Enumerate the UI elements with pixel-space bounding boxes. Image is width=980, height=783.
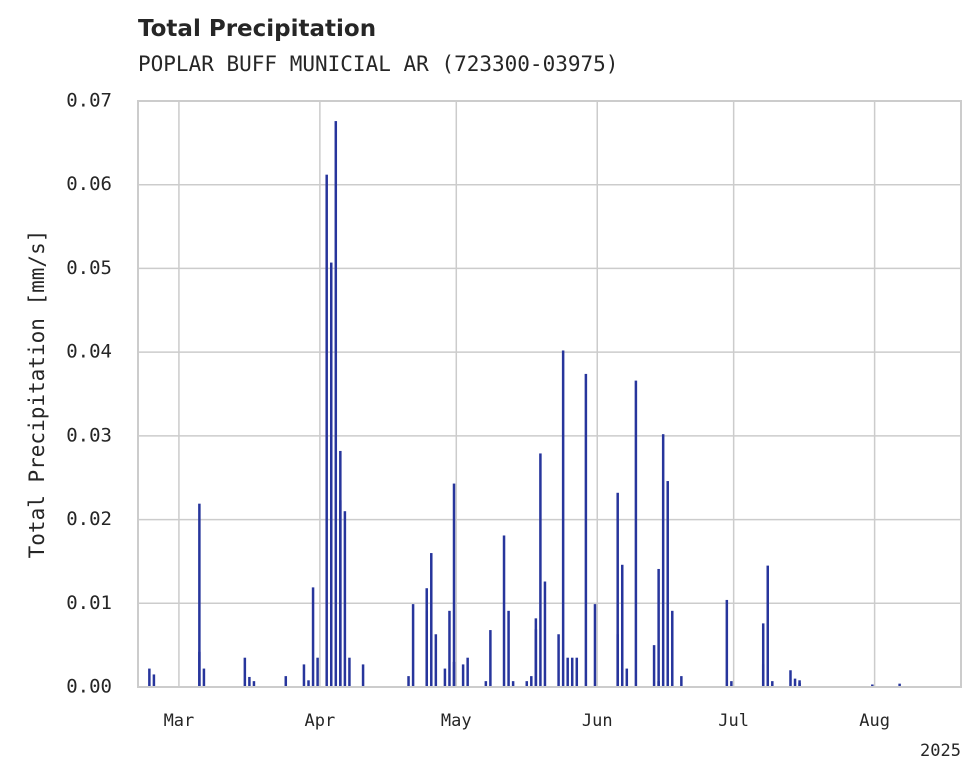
chart-title: Total Precipitation [138, 16, 377, 42]
precip-bar [434, 634, 438, 687]
precip-bar [671, 610, 674, 687]
precip-bar [325, 174, 328, 688]
precip-bar [530, 676, 533, 687]
x-axis-ticks: Mar Apr May Jun Jul Aug [164, 711, 890, 731]
precip-bar [584, 373, 588, 687]
precip-bar [539, 453, 542, 687]
precip-bar [448, 610, 451, 687]
precip-bar [489, 630, 492, 687]
precip-bar [316, 657, 319, 687]
x-tick-label: May [441, 711, 472, 731]
x-tick-label: Jun [582, 711, 613, 731]
y-tick-label: 0.01 [66, 592, 112, 614]
precip-bar [898, 683, 901, 687]
precip-bar [793, 678, 797, 687]
chart-subtitle: POPLAR BUFF MUNICIAL AR (723300-03975) [138, 52, 619, 76]
precip-bar [771, 681, 774, 687]
y-axis-label: Total Precipitation [mm/s] [25, 230, 49, 559]
precip-bar [534, 618, 538, 687]
y-tick-label: 0.04 [66, 341, 112, 363]
x-tick-label: Jul [718, 711, 749, 731]
precip-bar [466, 657, 469, 687]
grid-lines [138, 100, 961, 688]
precip-bar [361, 664, 365, 687]
precip-bar [616, 492, 619, 687]
precip-bar [730, 681, 733, 687]
bar-series [148, 121, 901, 688]
precip-bar [252, 681, 256, 687]
precip-bar [761, 623, 765, 687]
x-tick-label: Mar [164, 711, 195, 731]
precip-bar [570, 657, 574, 687]
precip-bar [243, 657, 247, 687]
precip-bar [311, 587, 315, 687]
precip-bar [484, 681, 488, 687]
precip-bar [343, 511, 347, 687]
precip-bar [443, 668, 447, 687]
precip-bar [148, 668, 151, 687]
precip-bar [284, 676, 288, 687]
y-tick-label: 0.07 [66, 90, 112, 112]
precip-bar [871, 684, 874, 687]
precip-bar [507, 610, 510, 687]
precip-bar [248, 676, 251, 687]
precip-bar [425, 588, 428, 687]
precip-bar [339, 500, 342, 687]
y-tick-label: 0.02 [66, 508, 112, 530]
precip-bar [666, 481, 669, 687]
precip-bar [202, 668, 206, 687]
precip-bar [575, 657, 579, 687]
precip-bar [152, 674, 156, 687]
precip-bar [330, 262, 333, 687]
precip-bar [798, 680, 801, 687]
precip-bar [561, 350, 565, 687]
precip-bar [766, 565, 769, 687]
precip-bar [198, 503, 201, 687]
precip-bar [625, 668, 629, 687]
precip-bar [411, 604, 415, 687]
precip-bar [621, 564, 624, 687]
plot-frame [137, 100, 962, 688]
y-axis-ticks: 0.00 0.01 0.02 0.03 0.04 0.05 0.06 0.07 [66, 90, 112, 698]
precip-bar [661, 434, 665, 687]
x-tick-label: Aug [859, 711, 890, 731]
y-tick-label: 0.05 [66, 257, 112, 279]
precip-bar [566, 657, 569, 687]
precip-bar [725, 599, 729, 687]
precip-bar [307, 680, 310, 687]
precip-bar [593, 604, 597, 687]
precip-bar [430, 553, 433, 687]
precip-bar [543, 581, 547, 687]
precip-bar [761, 664, 765, 687]
precip-bar [334, 121, 338, 688]
precip-bar [302, 664, 306, 687]
y-tick-label: 0.06 [66, 173, 112, 195]
precip-bar [407, 676, 410, 687]
precip-bar [652, 645, 656, 687]
precip-bar [680, 676, 683, 687]
precip-bar [789, 670, 792, 687]
precip-bar [452, 483, 456, 687]
precip-bar [657, 568, 660, 687]
precip-bar [511, 681, 515, 687]
precip-bar [348, 657, 351, 687]
precip-bar [452, 661, 456, 687]
y-tick-label: 0.03 [66, 424, 112, 446]
precip-bar [557, 634, 560, 687]
precip-bar [502, 535, 506, 687]
precip-bar [525, 681, 529, 687]
y-tick-label: 0.00 [66, 676, 112, 698]
x-axis-year-label: 2025 [920, 741, 961, 761]
x-tick-label: Apr [305, 711, 336, 731]
precip-bar [461, 664, 465, 687]
precip-bar [634, 380, 638, 687]
